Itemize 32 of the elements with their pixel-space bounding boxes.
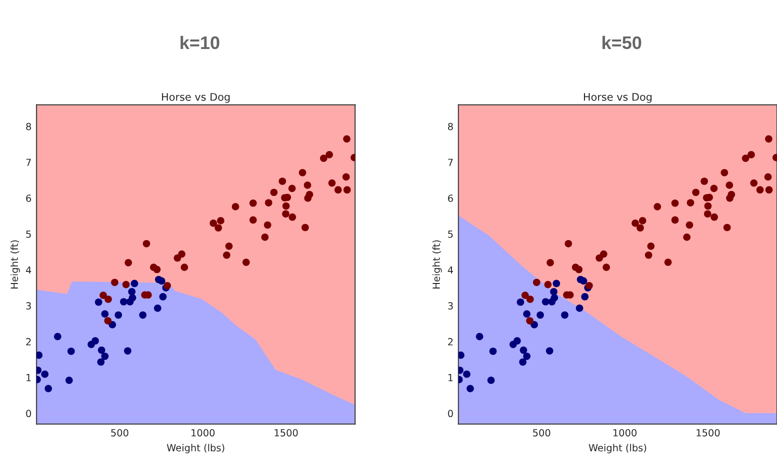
x-tick-label: 1500 [274, 429, 298, 436]
chart-title: k=10 [180, 36, 220, 50]
y-tick-label: 1 [448, 374, 453, 382]
y-tick-label: 8 [448, 122, 453, 130]
x-tick-label: 500 [111, 429, 128, 436]
y-tick-label: 4 [448, 266, 454, 274]
y-tick-label: 0 [448, 410, 453, 418]
y-tick-label: 5 [448, 230, 453, 238]
y-tick-label: 3 [448, 302, 453, 310]
y-tick-label: 1 [26, 374, 31, 382]
y-tick-label: 4 [26, 266, 32, 274]
y-tick-label: 6 [26, 194, 32, 202]
y-tick-label: 0 [26, 410, 32, 418]
y-tick-label: 6 [448, 194, 453, 202]
y-tick-label: 7 [448, 158, 453, 166]
y-tick-label: 3 [26, 302, 31, 310]
chart-title: k=50 [602, 36, 642, 50]
x-tick-label: 500 [533, 429, 550, 436]
y-tick-label: 2 [26, 338, 31, 346]
x-axis-title: Weight (lbs) [166, 444, 224, 454]
y-tick-label: 7 [26, 158, 31, 166]
y-axis-title: Height (ft) [432, 240, 442, 288]
chart-subtitle: Horse vs Dog [162, 93, 230, 103]
y-tick-label: 5 [26, 230, 31, 238]
y-tick-label: 2 [448, 338, 453, 346]
y-axis-title: Height (ft) [10, 240, 20, 288]
x-axis-title: Weight (lbs) [588, 444, 646, 454]
x-tick-label: 1000 [192, 429, 215, 436]
x-tick-label: 1000 [613, 429, 637, 436]
y-tick-label: 8 [26, 122, 31, 130]
chart-subtitle: Horse vs Dog [584, 93, 652, 103]
x-tick-label: 1500 [696, 429, 720, 436]
